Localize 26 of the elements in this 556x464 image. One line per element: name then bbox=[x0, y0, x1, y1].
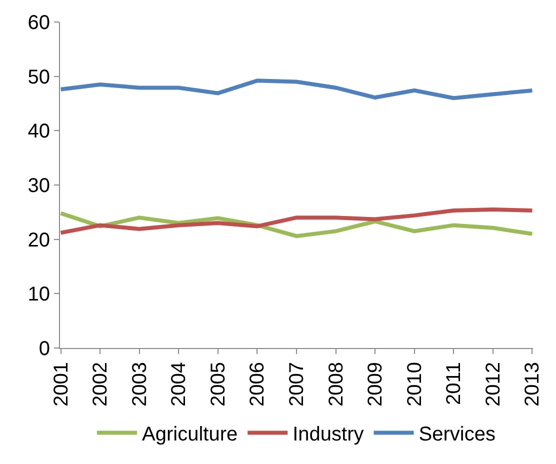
x-tick-label: 2012 bbox=[482, 362, 504, 406]
x-tick-label: 2008 bbox=[325, 362, 348, 406]
x-tick-label: 2009 bbox=[364, 362, 387, 406]
line-series bbox=[60, 78, 533, 100]
y-tick-label: 20 bbox=[28, 229, 50, 252]
x-tick-label: 2006 bbox=[246, 362, 269, 406]
x-tick-label: 2011 bbox=[443, 362, 466, 406]
y-tick-label: 40 bbox=[28, 120, 50, 143]
x-tick-label: 2004 bbox=[168, 362, 190, 406]
legend-label: Agriculture bbox=[142, 424, 238, 446]
x-tick-label: 2003 bbox=[128, 362, 151, 406]
y-tick-label: 0 bbox=[38, 338, 50, 360]
y-tick-label: 10 bbox=[28, 284, 50, 306]
x-tick-label: 2007 bbox=[286, 362, 308, 406]
y-tick-label: 60 bbox=[28, 12, 50, 34]
x-tick-label: 2001 bbox=[50, 362, 72, 406]
x-tick-label: 2002 bbox=[90, 362, 112, 406]
legend-label: Services bbox=[418, 424, 496, 446]
line-series bbox=[60, 211, 533, 238]
x-tick-label: 2010 bbox=[404, 362, 426, 406]
legend-label: Industry bbox=[292, 424, 364, 446]
y-tick-label: 30 bbox=[28, 175, 50, 197]
line-series bbox=[60, 207, 533, 235]
y-tick-label: 50 bbox=[28, 66, 50, 88]
x-tick-label: 2005 bbox=[207, 362, 230, 406]
x-tick-label: 2013 bbox=[522, 362, 544, 406]
